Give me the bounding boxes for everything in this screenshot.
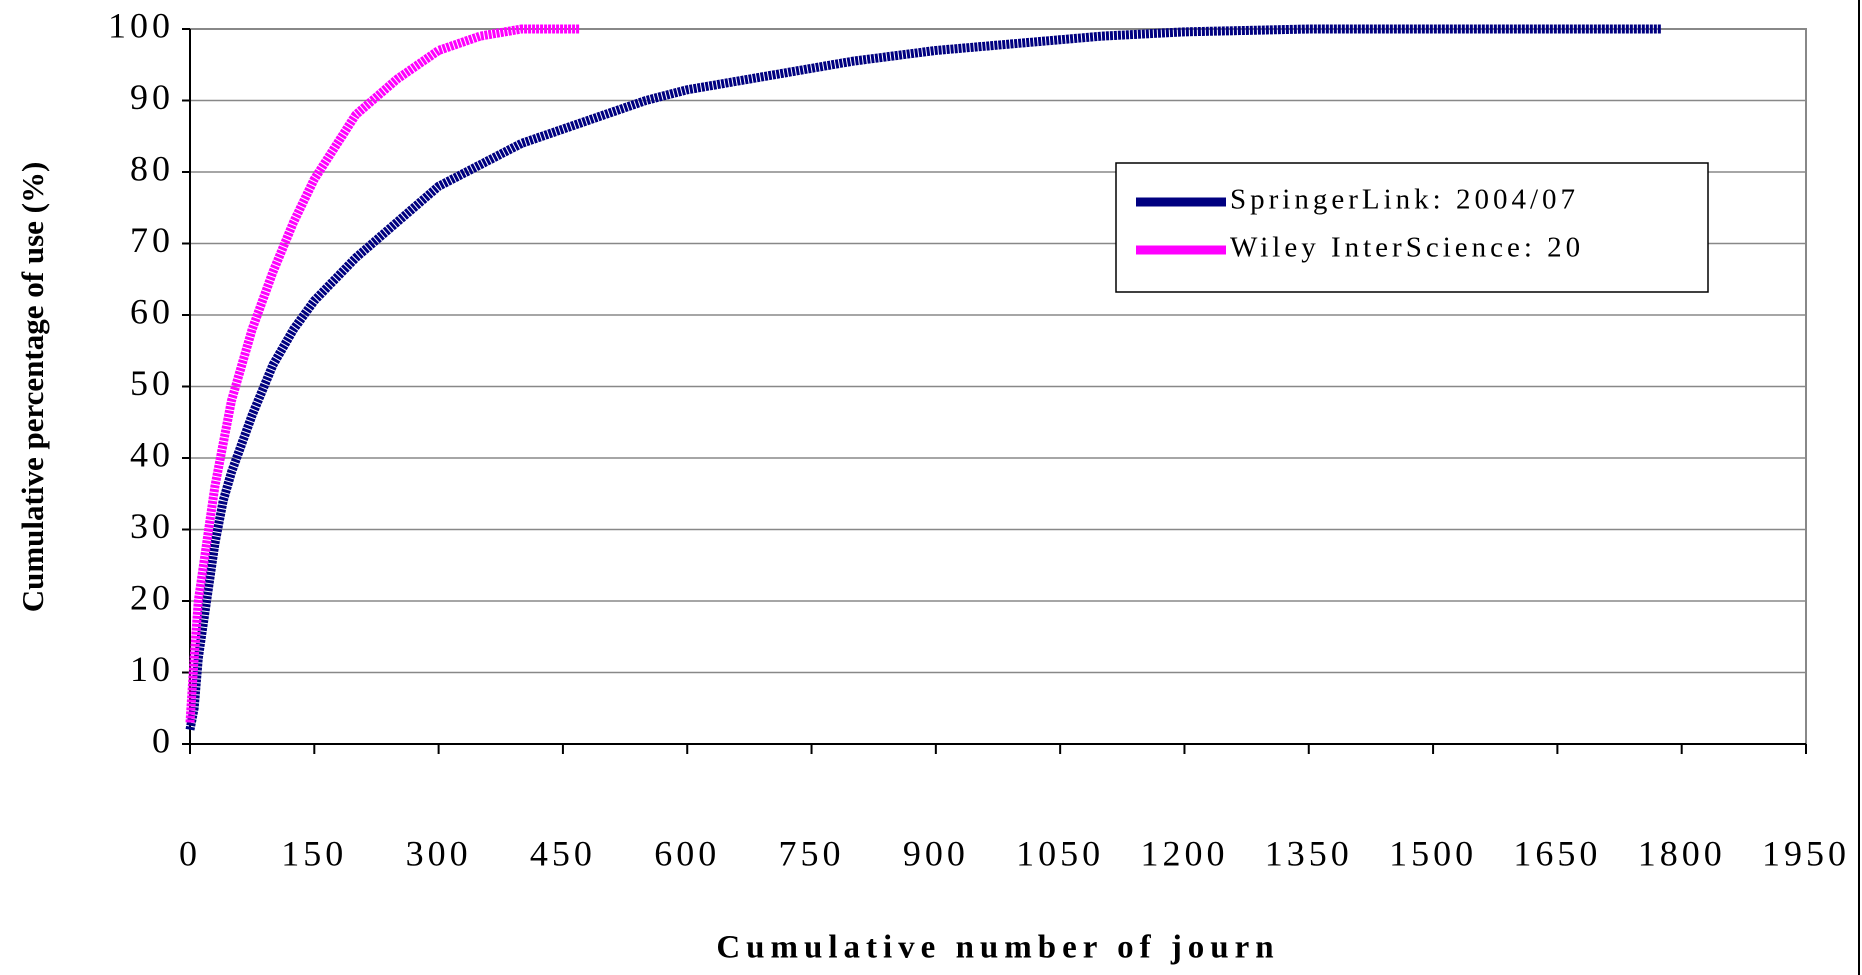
x-tick-label: 750 [779, 833, 845, 873]
legend-label: Wiley InterScience: 20 [1230, 232, 1584, 264]
y-tick-label: 0 [152, 720, 174, 760]
x-tick-label: 1800 [1638, 833, 1726, 873]
x-tick-label: 150 [281, 833, 347, 873]
y-tick-label: 40 [130, 434, 174, 474]
y-tick-label: 30 [130, 506, 174, 546]
x-tick-label: 300 [406, 833, 472, 873]
x-tick-label: 1650 [1513, 833, 1601, 873]
x-tick-label: 1500 [1389, 833, 1477, 873]
x-tick-label: 0 [179, 833, 201, 873]
y-tick-label: 90 [130, 77, 174, 117]
y-tick-label: 60 [130, 291, 174, 331]
y-axis-title: Cumulative percentage of use (%) [15, 162, 50, 613]
x-tick-label: 1950 [1762, 833, 1850, 873]
y-tick-label: 80 [130, 148, 174, 188]
y-tick-label: 70 [130, 220, 174, 260]
y-tick-label: 20 [130, 577, 174, 617]
y-tick-label: 10 [130, 649, 174, 689]
x-tick-label: 600 [654, 833, 720, 873]
x-tick-label: 1050 [1016, 833, 1104, 873]
x-tick-label: 1350 [1265, 833, 1353, 873]
series-line [185, 24, 1661, 731]
x-tick-label: 1200 [1140, 833, 1228, 873]
x-tick-label: 450 [530, 833, 596, 873]
legend-box [1115, 162, 1709, 293]
y-tick-label: 50 [130, 363, 174, 403]
legend-label: SpringerLink: 2004/07 [1230, 184, 1579, 216]
y-tick-label: 100 [108, 5, 174, 45]
x-tick-label: 900 [903, 833, 969, 873]
x-axis-title: Cumulative number of journ [716, 930, 1279, 966]
series-line [185, 24, 580, 723]
